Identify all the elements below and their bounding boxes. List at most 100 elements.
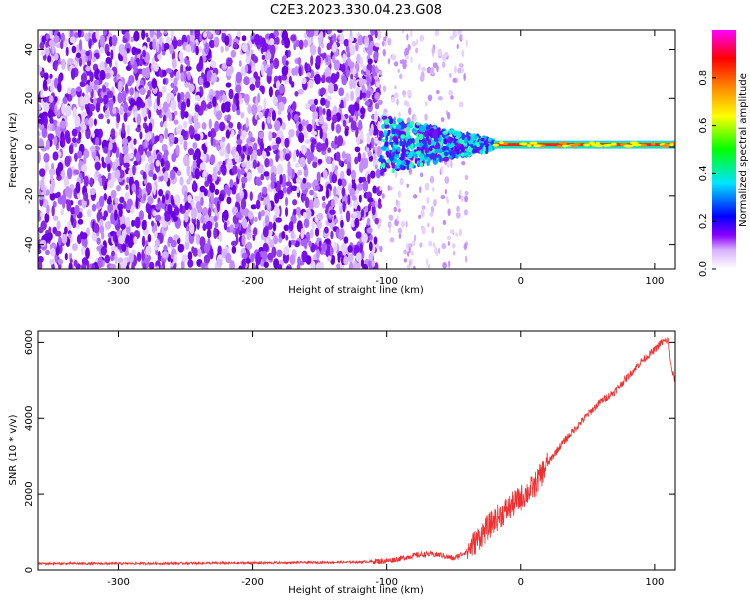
heatmap-cell [436,142,440,149]
heatmap-cell [91,132,95,139]
heatmap-cell [105,156,111,164]
heatmap-cell [38,168,46,177]
heatmap-cell [48,168,56,176]
heatmap-cell [104,72,111,79]
heatmap-cell [305,208,312,220]
heatmap-cell [423,130,429,138]
heatmap-cell [168,133,175,145]
heatmap-cell [232,164,238,175]
heatmap-cell [99,225,105,235]
heatmap-cell [455,212,461,219]
heatmap-cell [393,92,399,99]
heatmap-cell [86,208,92,218]
heatmap-cell [186,178,191,185]
heatmap-cell [318,240,322,248]
heatmap-cell [389,237,395,243]
heatmap-x-axis-label: Height of straight line (km) [288,285,424,296]
heatmap-cell [320,143,327,152]
heatmap-cell [38,232,41,240]
heatmap-cell [464,195,468,203]
heatmap-cell [309,189,314,196]
heatmap-cell [84,55,88,63]
heatmap-cell [276,249,283,258]
heatmap-cell [142,262,147,269]
heatmap-cell [170,82,175,88]
heatmap-cell [231,129,235,138]
heatmap-cell [382,85,387,93]
heatmap-cell [219,148,225,157]
heatmap-cell [334,165,339,171]
heatmap-cell [57,74,62,85]
heatmap-cell [214,188,220,196]
heatmap-cell [51,205,55,217]
heatmap-cell [338,159,342,166]
heatmap-cell [244,158,251,171]
heatmap-cell [302,195,307,201]
heatmap-cell [348,261,354,269]
heatmap-cell [404,49,407,57]
heatmap-cell [226,158,233,170]
heatmap-cell [379,245,383,253]
heatmap-cell [45,139,51,151]
heatmap-ticks [38,30,675,269]
heatmap-cell [41,127,48,138]
heatmap-cell [187,194,192,204]
heatmap-cell [439,155,442,163]
heatmap-cell [38,131,41,137]
heatmap-cell [231,245,237,254]
heatmap-cell [446,162,450,168]
heatmap-cell [262,242,269,253]
heatmap-cell [201,143,207,151]
heatmap-cell [161,85,167,93]
heatmap-cell [144,67,151,79]
heatmap-cell [68,262,73,269]
heatmap-cell [137,68,144,75]
heatmap-cell [308,241,312,248]
heatmap-cell [412,129,418,133]
heatmap-cell [379,168,384,176]
heatmap-cell [243,76,250,86]
heatmap-cell [249,191,253,202]
heatmap-cell [307,99,315,105]
heatmap-cell [324,226,329,234]
heatmap-cell [321,201,327,209]
heatmap-cell [354,156,359,165]
heatmap-cell [112,233,116,242]
heatmap-cell [131,46,137,56]
heatmap-cell [131,219,135,228]
heatmap-cell [349,61,355,69]
heatmap-cell [623,144,634,148]
heatmap-cell [145,32,149,38]
heatmap-cell [331,255,335,262]
heatmap-cell [240,153,245,160]
heatmap-cell [209,94,213,101]
heatmap-cell [165,67,172,74]
heatmap-cell [50,179,56,190]
heatmap-cell [251,66,256,73]
heatmap-cell [160,158,165,168]
heatmap-cell [210,76,214,83]
heatmap-cell [414,143,420,147]
heatmap-cell [238,60,242,67]
heatmap-cell [203,243,210,254]
heatmap-cell [114,253,118,265]
heatmap-cell [408,107,412,115]
heatmap-cell [174,110,178,116]
heatmap-cell [105,220,112,230]
heatmap-cell [398,233,402,239]
heatmap-cell [95,30,100,40]
heatmap-cell [120,223,126,230]
heatmap-cell [215,105,220,112]
heatmap-cell [86,106,91,115]
heatmap-cell [480,148,484,155]
heatmap-cell [153,230,158,239]
heatmap-cell [276,129,284,138]
heatmap-cell [54,61,58,72]
heatmap-cell [126,176,130,184]
heatmap-cell [257,92,261,103]
heatmap-cell [464,152,470,156]
heatmap-cell [253,142,258,152]
heatmap-cell [110,128,116,137]
colorbar-tick-label: 0.8 [698,70,709,86]
heatmap-cell [199,236,206,247]
